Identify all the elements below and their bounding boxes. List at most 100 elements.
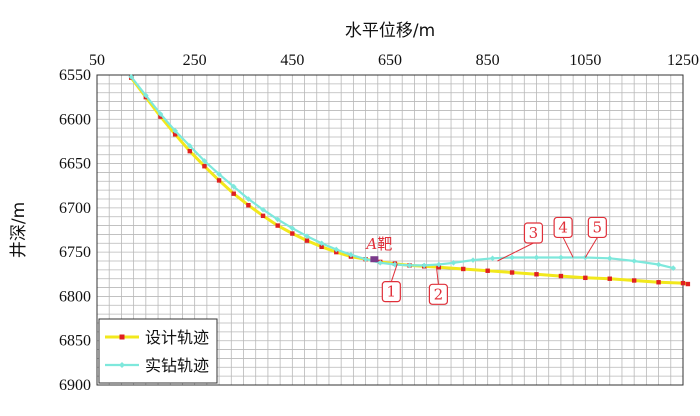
data-point — [216, 178, 222, 183]
data-point — [489, 255, 496, 262]
data-point — [436, 261, 442, 268]
y-tick-label: 6800 — [59, 288, 91, 305]
data-point — [202, 164, 207, 169]
data-point — [450, 259, 457, 266]
data-point — [685, 281, 691, 287]
target-marker — [370, 256, 379, 263]
x-tick-label: 1050 — [569, 52, 601, 69]
callout-label: 1 — [387, 283, 397, 301]
data-point — [485, 268, 490, 273]
data-point — [231, 191, 236, 196]
callout-label: 5 — [593, 218, 603, 236]
callout-box — [523, 222, 544, 244]
data-point — [421, 262, 427, 269]
data-point — [128, 73, 134, 80]
data-point — [289, 225, 296, 232]
callout-2: 2 — [428, 266, 448, 305]
x-tick-labels: 50 250 450 650 850 1050 1250 — [89, 52, 699, 69]
y-tick-label: 6650 — [59, 156, 91, 173]
data-point — [157, 111, 164, 117]
callout-leader — [390, 263, 398, 282]
data-point — [290, 231, 295, 236]
data-point — [216, 171, 222, 177]
data-point — [333, 246, 340, 253]
x-tick-label: 250 — [183, 52, 207, 69]
data-point — [607, 276, 612, 281]
data-point — [187, 148, 192, 154]
y-axis-title: 井深/m — [9, 202, 29, 258]
data-point — [656, 280, 661, 285]
data-point — [172, 132, 178, 137]
callout-box — [381, 281, 401, 303]
x-axis-title: 水平位移/m — [345, 21, 435, 41]
series-1 — [128, 73, 677, 271]
annotation-layer: A 靶 1 2 3 4 5 — [364, 216, 607, 305]
target-label: A — [364, 235, 377, 253]
callout-label: 3 — [529, 224, 539, 242]
data-point — [392, 261, 398, 268]
y-tick-label: 6550 — [59, 67, 91, 84]
data-point — [260, 206, 266, 213]
callout-label: 4 — [558, 218, 568, 236]
legend-marker — [119, 362, 125, 368]
data-point — [534, 272, 539, 277]
data-point — [470, 257, 476, 263]
data-point — [558, 254, 564, 261]
legend-item: 实钻轨迹 — [105, 356, 209, 375]
callout-box — [553, 216, 573, 239]
data-point — [533, 254, 540, 261]
callout-leader — [584, 237, 598, 258]
x-tick-label: 650 — [378, 52, 402, 69]
data-point — [186, 143, 193, 149]
callout-1: 1 — [381, 263, 401, 303]
data-point — [406, 262, 413, 269]
data-point — [318, 240, 325, 247]
x-tick-label: 50 — [89, 52, 105, 69]
data-point — [245, 196, 252, 202]
data-point — [377, 259, 384, 266]
legend-box — [98, 318, 218, 384]
data-point — [246, 203, 251, 208]
x-tick-label: 450 — [280, 52, 304, 69]
data-point — [201, 158, 208, 164]
data-point — [631, 278, 637, 283]
callout-4: 4 — [553, 216, 574, 258]
data-point — [275, 223, 280, 228]
data-point — [509, 270, 515, 275]
data-point — [655, 261, 662, 268]
legend-label: 实钻轨迹 — [145, 356, 209, 375]
data-point — [348, 252, 354, 258]
data-point — [680, 280, 686, 286]
series-0 — [128, 75, 691, 287]
data-point — [461, 266, 466, 272]
data-point — [304, 238, 310, 243]
y-tick-label: 6900 — [59, 377, 91, 394]
plot-frame — [96, 74, 684, 386]
data-point — [143, 92, 149, 99]
y-tick-label: 6750 — [59, 244, 91, 261]
data-point — [670, 265, 677, 271]
data-point — [631, 258, 637, 264]
callout-5: 5 — [584, 216, 607, 258]
y-tick-label: 6850 — [59, 333, 91, 350]
y-tick-label: 6600 — [59, 111, 91, 128]
x-tick-label: 1250 — [667, 52, 699, 69]
callout-box — [428, 283, 448, 305]
callout-leader — [435, 266, 439, 285]
series-layer — [128, 73, 691, 287]
target-suffix: 靶 — [377, 235, 392, 253]
data-point — [558, 273, 564, 279]
data-point — [509, 254, 515, 261]
legend-label: 设计轨迹 — [145, 328, 209, 347]
callout-leader — [562, 237, 574, 258]
y-tick-labels: 6550 6600 6650 6700 6750 6800 6850 6900 — [59, 67, 91, 394]
y-tick-label: 6700 — [59, 200, 91, 217]
legend-item: 设计轨迹 — [105, 328, 209, 347]
x-tick-label: 850 — [476, 52, 500, 69]
data-point — [606, 255, 613, 262]
data-point — [260, 213, 266, 219]
data-point — [319, 244, 324, 250]
data-point — [583, 275, 588, 281]
